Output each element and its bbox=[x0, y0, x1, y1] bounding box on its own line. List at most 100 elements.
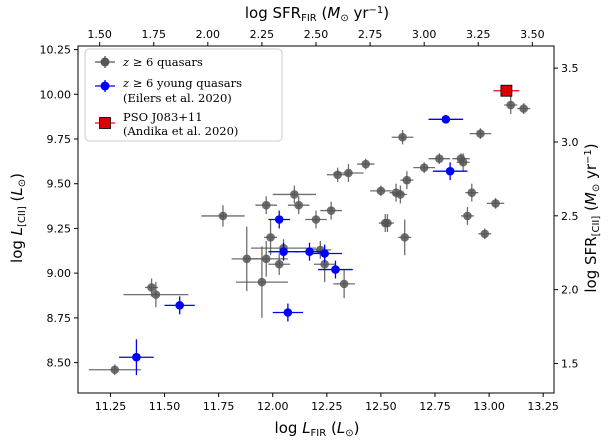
x-tick-label: 11.75 bbox=[203, 400, 235, 413]
x-tick-label: 11.50 bbox=[149, 400, 181, 413]
legend-ref-young-quasars: (Eilers et al. 2020) bbox=[123, 91, 232, 105]
data-point-series-0 bbox=[393, 185, 407, 204]
point-marker bbox=[257, 277, 267, 287]
top-tick-label: 2.00 bbox=[196, 28, 221, 41]
data-point-series-0 bbox=[264, 219, 278, 256]
data-point-series-0 bbox=[255, 196, 278, 215]
point-marker bbox=[147, 283, 156, 292]
legend: z ≥ 6 quasars z ≥ 6 young quasars (Eiler… bbox=[84, 48, 283, 142]
point-marker bbox=[398, 132, 407, 142]
data-point-series-1 bbox=[307, 244, 342, 263]
point-marker bbox=[476, 129, 485, 138]
data-point-series-1 bbox=[164, 296, 195, 315]
right-tick-label: 3.0 bbox=[561, 136, 579, 149]
data-point-series-1 bbox=[428, 115, 464, 124]
data-point-series-1 bbox=[268, 210, 291, 229]
point-marker bbox=[467, 188, 477, 197]
y-tick-label: 9.75 bbox=[47, 133, 72, 146]
legend-marker-quasars bbox=[95, 56, 115, 68]
point-marker bbox=[266, 233, 275, 242]
data-point-series-0 bbox=[370, 185, 392, 197]
x-tick-label: 12.75 bbox=[419, 400, 451, 413]
point-marker bbox=[110, 365, 120, 375]
data-point-series-0 bbox=[465, 183, 479, 202]
top-tick-label: 1.50 bbox=[87, 28, 112, 41]
right-y-axis-label: log SFR[CII] (M⊙ yr−1) bbox=[582, 143, 602, 292]
data-point-series-0 bbox=[201, 205, 245, 227]
data-point-series-0 bbox=[391, 130, 414, 145]
top-tick-label: 2.25 bbox=[250, 28, 275, 41]
point-marker bbox=[491, 199, 500, 208]
data-point-series-0 bbox=[272, 185, 316, 204]
point-marker bbox=[441, 115, 451, 124]
data-point-series-0 bbox=[357, 158, 375, 170]
point-marker bbox=[376, 186, 386, 196]
y-tick-label: 10.25 bbox=[40, 44, 72, 57]
ticks-layer: 11.25 11.50 11.75 12.00 12.25 12.50 12.75 13.00… bbox=[40, 28, 579, 413]
y-tick-label: 9.25 bbox=[47, 222, 72, 235]
point-marker bbox=[506, 100, 516, 110]
data-point-series-0 bbox=[486, 198, 505, 209]
legend-box bbox=[84, 48, 283, 142]
legend-label-young-quasars: z ≥ 6 young quasars bbox=[122, 76, 242, 90]
data-point-series-1 bbox=[432, 162, 468, 181]
x-axis-label: log LFIR (L⊙) bbox=[275, 419, 360, 439]
data-point-series-0 bbox=[333, 269, 355, 299]
marks-layer bbox=[88, 84, 531, 376]
data-point-series-0 bbox=[428, 153, 451, 165]
point-marker bbox=[283, 308, 293, 317]
x-tick-label: 11.25 bbox=[95, 400, 127, 413]
right-tick-label: 2.0 bbox=[561, 284, 579, 297]
point-marker bbox=[361, 159, 371, 169]
data-point-series-0 bbox=[244, 240, 288, 277]
data-point-series-0 bbox=[305, 210, 327, 229]
top-tick-label: 2.50 bbox=[304, 28, 329, 41]
data-point-series-0 bbox=[460, 206, 474, 225]
x-tick-label: 12.50 bbox=[365, 400, 397, 413]
y-axis-label: log L[CII] (L⊙) bbox=[8, 173, 28, 263]
point-marker bbox=[274, 259, 284, 269]
point-marker bbox=[305, 247, 314, 256]
point-marker bbox=[331, 265, 340, 274]
y-tick-label: 9.00 bbox=[47, 267, 72, 280]
x-tick-label: 13.25 bbox=[527, 400, 559, 413]
top-x-axis-label: log SFRFIR (M⊙ yr−1) bbox=[245, 4, 389, 24]
point-marker bbox=[445, 166, 455, 176]
legend-ref-pso: (Andika et al. 2020) bbox=[123, 124, 238, 138]
data-point-series-0 bbox=[469, 128, 492, 140]
legend-marker-young-quasars bbox=[95, 80, 115, 92]
y-tick-label: 8.50 bbox=[47, 357, 72, 370]
data-point-series-0 bbox=[413, 162, 435, 173]
data-point-series-0 bbox=[268, 253, 291, 275]
point-marker bbox=[396, 190, 405, 199]
data-point-series-0 bbox=[456, 153, 470, 172]
top-tick-label: 3.50 bbox=[520, 28, 545, 41]
point-marker bbox=[458, 157, 468, 167]
right-tick-label: 1.5 bbox=[561, 357, 579, 370]
data-point-series-0 bbox=[400, 171, 414, 190]
point-marker bbox=[333, 170, 342, 180]
legend-label-quasars: z ≥ 6 quasars bbox=[122, 55, 203, 69]
point-marker bbox=[339, 279, 349, 289]
data-point-series-0 bbox=[145, 278, 159, 297]
data-point-series-2 bbox=[493, 84, 520, 97]
data-point-series-0 bbox=[478, 228, 492, 240]
data-point-series-0 bbox=[517, 103, 531, 114]
point-marker bbox=[261, 254, 271, 264]
point-marker bbox=[132, 352, 141, 362]
point-marker bbox=[463, 211, 472, 221]
point-marker bbox=[519, 104, 529, 113]
data-point-series-0 bbox=[333, 164, 364, 182]
data-point-series-1 bbox=[119, 339, 154, 376]
legend-label-pso: PSO J083+11 bbox=[123, 110, 203, 124]
x-tick-label: 12.00 bbox=[257, 400, 289, 413]
point-marker bbox=[326, 206, 336, 215]
point-marker bbox=[311, 215, 321, 224]
point-marker bbox=[175, 301, 184, 310]
data-point-series-0 bbox=[320, 201, 342, 220]
point-marker bbox=[294, 200, 303, 210]
point-marker bbox=[290, 190, 299, 199]
point-marker bbox=[402, 175, 412, 185]
data-point-series-0 bbox=[88, 364, 141, 376]
